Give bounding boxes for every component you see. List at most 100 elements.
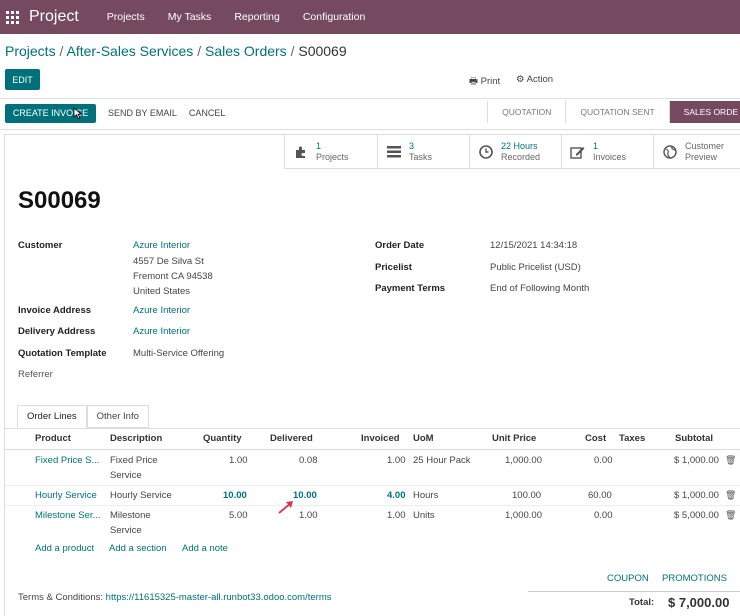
row2-unit-price[interactable]: 100.00 (512, 490, 542, 501)
col-cost[interactable]: Cost (585, 433, 607, 444)
add-product-link[interactable]: Add a product (35, 543, 95, 554)
invoice-address-label: Invoice Address (18, 305, 92, 316)
customer-address-line-2: Fremont CA 94538 (133, 271, 213, 282)
pencil-square-icon (570, 144, 586, 160)
add-section-link[interactable]: Add a section (109, 543, 167, 554)
row1-unit-price[interactable]: 1,000.00 (505, 455, 542, 466)
col-delivered[interactable]: Delivered (270, 433, 313, 444)
row2-product[interactable]: Hourly Service (35, 490, 97, 501)
smart-button-tasks[interactable]: 3 Tasks (377, 135, 469, 169)
trash-icon[interactable]: 🗑 (725, 510, 737, 520)
col-unit-price[interactable]: Unit Price (492, 433, 537, 444)
tab-other-info[interactable]: Other Info (86, 405, 149, 428)
col-description[interactable]: Description (110, 433, 163, 444)
row3-unit-price[interactable]: 1,000.00 (505, 510, 542, 521)
row3-description-line2[interactable]: Service (110, 525, 142, 536)
menu-my-tasks[interactable]: My Tasks (167, 11, 212, 23)
smart-button-projects[interactable]: 1 Projects (284, 135, 377, 169)
stage-sales-order[interactable]: SALES ORDE (668, 101, 740, 123)
smart-button-recorded[interactable]: 22 Hours Recorded (469, 135, 561, 169)
row-divider (5, 485, 740, 486)
row1-description-line2[interactable]: Service (110, 470, 142, 481)
menu-projects[interactable]: Projects (106, 11, 145, 23)
apps-grid-icon[interactable] (6, 10, 19, 24)
customer-field[interactable]: Azure Interior (133, 240, 191, 251)
trash-icon[interactable]: 🗑 (725, 455, 737, 465)
row1-description-line1[interactable]: Fixed Price (110, 455, 158, 466)
row1-delivered[interactable]: 0.08 (299, 455, 318, 466)
row1-quantity[interactable]: 1.00 (229, 455, 248, 466)
cancel-button[interactable]: CANCEL (188, 108, 226, 118)
terms-link[interactable]: https://11615325-master-all.runbot33.odo… (105, 592, 332, 603)
add-note-link[interactable]: Add a note (182, 543, 228, 554)
row2-description[interactable]: Hourly Service (110, 490, 172, 501)
col-taxes[interactable]: Taxes (619, 433, 646, 444)
menu-reporting[interactable]: Reporting (234, 11, 280, 23)
col-uom[interactable]: UoM (413, 433, 434, 444)
puzzle-icon (293, 144, 309, 160)
col-quantity[interactable]: Quantity (203, 433, 242, 444)
action-menu[interactable]: ⚙ Action (516, 74, 553, 85)
row3-quantity[interactable]: 5.00 (229, 510, 248, 521)
breadcrumb-sales-orders[interactable]: Sales Orders (204, 43, 287, 59)
print-menu[interactable]: 🖶 Print (469, 74, 500, 90)
smart-button-invoices[interactable]: 1 Invoices (561, 135, 653, 169)
row1-uom[interactable]: 25 Hour Pack (413, 455, 471, 466)
invoice-address-field[interactable]: Azure Interior (133, 305, 191, 316)
row3-product[interactable]: Milestone Ser... (35, 510, 101, 521)
col-invoiced[interactable]: Invoiced (361, 433, 400, 444)
breadcrumb-separator: / (59, 43, 67, 59)
create-invoice-button[interactable]: CREATE INVOICE (5, 103, 96, 123)
stage-quotation-sent[interactable]: QUOTATION SENT (565, 101, 668, 123)
send-by-email-button[interactable]: SEND BY EMAIL (108, 108, 177, 118)
invoices-count: 1 (593, 141, 599, 151)
total-label: Total: (629, 597, 655, 608)
column-options-icon[interactable]: ⋮ (736, 433, 740, 444)
row1-invoiced: 1.00 (387, 455, 406, 466)
delivery-address-field[interactable]: Azure Interior (133, 326, 191, 337)
customer-address-line-3: United States (133, 286, 191, 297)
divider (0, 129, 740, 130)
col-subtotal[interactable]: Subtotal (675, 433, 713, 444)
action-label: Action (526, 74, 554, 85)
breadcrumb-separator: / (197, 43, 205, 59)
order-date-field[interactable]: 12/15/2021 14:34:18 (490, 240, 578, 251)
breadcrumb-projects[interactable]: Projects (5, 43, 56, 59)
row3-delivered[interactable]: 1.00 (299, 510, 318, 521)
divider (0, 98, 740, 99)
app-brand[interactable]: Project (29, 8, 79, 25)
coupon-button[interactable]: COUPON (607, 573, 649, 584)
col-product[interactable]: Product (35, 433, 71, 444)
stage-quotation[interactable]: QUOTATION (487, 101, 565, 123)
row3-cost: 0.00 (594, 510, 613, 521)
menu-configuration[interactable]: Configuration (302, 11, 366, 23)
row3-description-line1[interactable]: Milestone (110, 510, 151, 521)
smart-button-customer-preview[interactable]: Customer Preview (653, 135, 740, 169)
breadcrumb-after-sales[interactable]: After-Sales Services (66, 43, 194, 59)
breadcrumb: Projects / After-Sales Services / Sales … (5, 43, 347, 59)
row2-cost: 60.00 (588, 490, 612, 501)
divider (5, 428, 740, 429)
edit-button[interactable]: EDIT (5, 69, 40, 90)
globe-icon (662, 144, 678, 160)
clock-icon (478, 144, 494, 160)
row2-uom[interactable]: Hours (413, 490, 439, 501)
order-title: S00069 (18, 187, 101, 214)
promotions-button[interactable]: PROMOTIONS (662, 573, 727, 584)
tasks-label: Tasks (409, 152, 433, 162)
row1-product[interactable]: Fixed Price S... (35, 455, 100, 466)
pricelist-field[interactable]: Public Pricelist (USD) (490, 262, 581, 273)
row2-delivered[interactable]: 10.00 (293, 490, 317, 501)
row2-quantity[interactable]: 10.00 (223, 490, 247, 501)
form-sheet: 1 Projects 3 Tasks 22 Hours Recorded 1 Invoi… (4, 134, 740, 616)
quotation-template-field[interactable]: Multi-Service Offering (133, 348, 225, 359)
payment-terms-field[interactable]: End of Following Month (490, 283, 590, 294)
row1-cost: 0.00 (594, 455, 613, 466)
tab-order-lines[interactable]: Order Lines (17, 405, 87, 428)
row3-uom[interactable]: Units (413, 510, 435, 521)
row3-subtotal: $ 5,000.00 (674, 510, 719, 521)
trash-icon[interactable]: 🗑 (725, 490, 737, 500)
order-date-label: Order Date (375, 240, 425, 251)
gear-icon: ⚙ (516, 74, 525, 85)
status-stages: QUOTATION QUOTATION SENT SALES ORDE (487, 101, 740, 123)
